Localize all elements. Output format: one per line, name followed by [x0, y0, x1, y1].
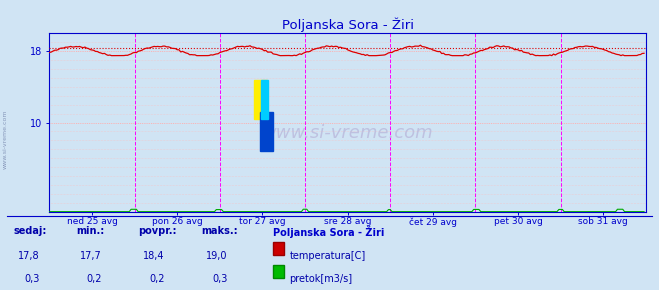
Text: pretok[m3/s]: pretok[m3/s]	[289, 274, 353, 284]
Text: www.si-vreme.com: www.si-vreme.com	[262, 124, 434, 142]
Text: 0,2: 0,2	[86, 274, 102, 284]
Text: 18,4: 18,4	[143, 251, 165, 261]
Text: 17,8: 17,8	[18, 251, 40, 261]
Text: 0,2: 0,2	[149, 274, 165, 284]
Text: min.:: min.:	[76, 226, 104, 236]
Bar	[254, 80, 267, 119]
Text: sedaj:: sedaj:	[13, 226, 47, 236]
Text: 17,7: 17,7	[80, 251, 102, 261]
Text: temperatura[C]: temperatura[C]	[289, 251, 366, 261]
Text: maks.:: maks.:	[201, 226, 238, 236]
Text: 19,0: 19,0	[206, 251, 227, 261]
Title: Poljanska Sora - Žiri: Poljanska Sora - Žiri	[281, 18, 414, 32]
Text: 0,3: 0,3	[212, 274, 227, 284]
Bar	[261, 80, 268, 119]
Text: 0,3: 0,3	[24, 274, 40, 284]
Text: povpr.:: povpr.:	[138, 226, 177, 236]
Text: www.si-vreme.com: www.si-vreme.com	[3, 109, 8, 169]
Bar	[260, 112, 273, 151]
Text: Poljanska Sora - Žiri: Poljanska Sora - Žiri	[273, 226, 385, 238]
